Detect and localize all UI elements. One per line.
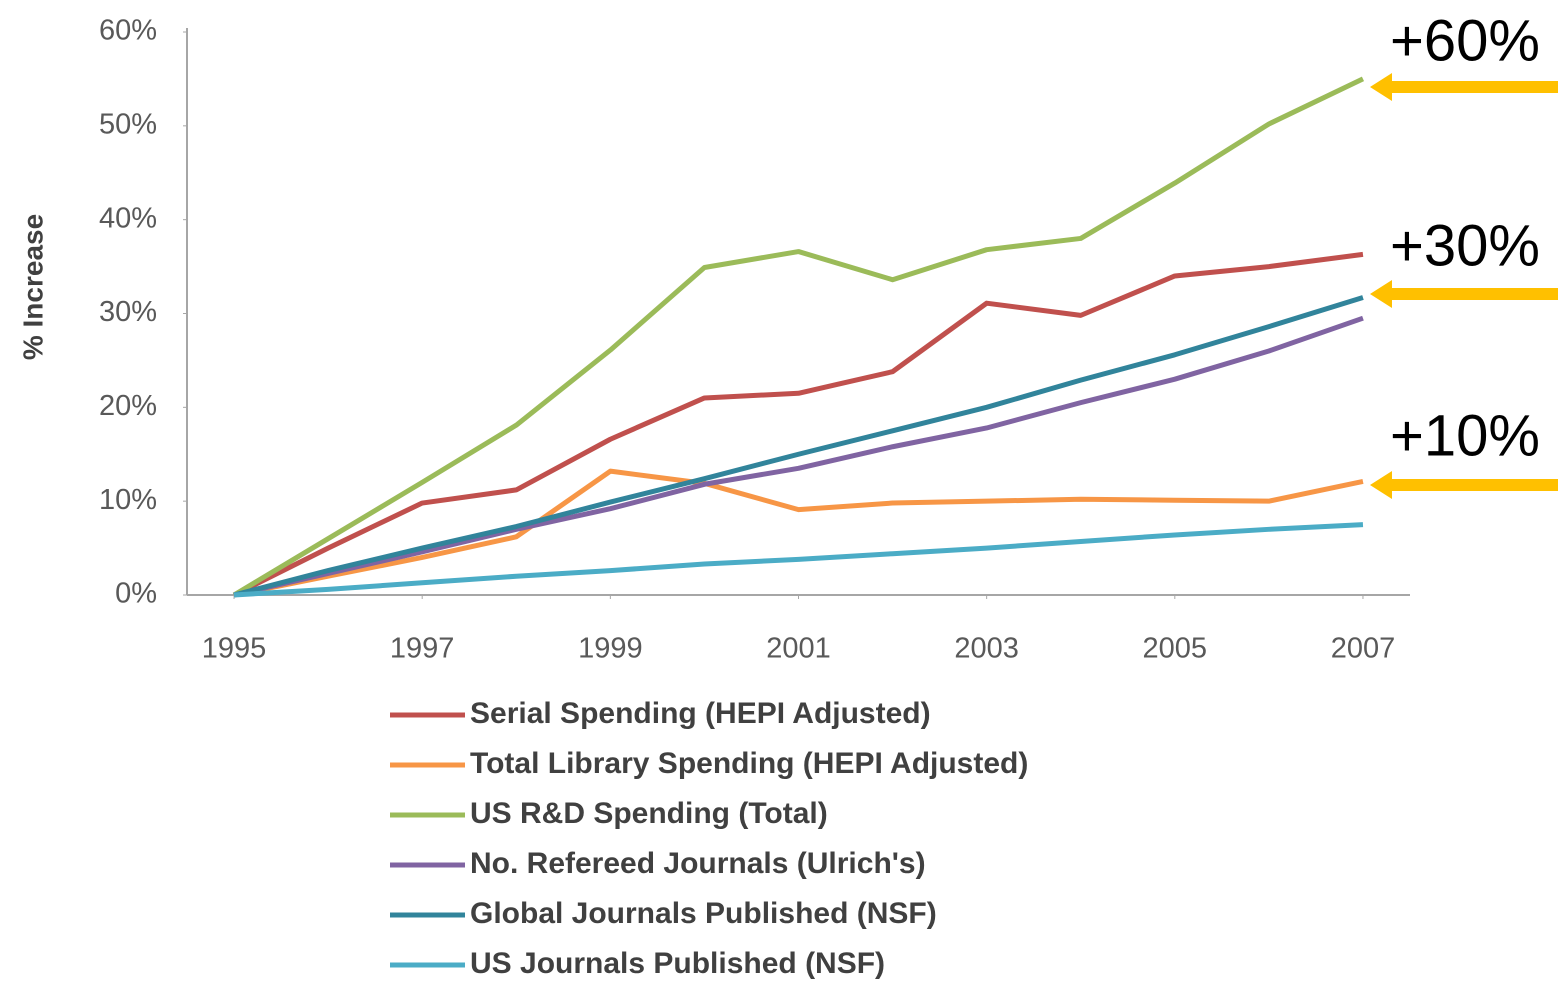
x-tick-label: 2005: [1143, 633, 1208, 665]
y-tick-label: 0%: [115, 578, 157, 610]
x-tick-label: 2001: [766, 633, 831, 665]
y-tick-label: 40%: [99, 202, 157, 234]
series-line: [232, 251, 1364, 598]
annotation-arrow: [1370, 280, 1558, 308]
y-tick-label: 30%: [99, 296, 157, 328]
y-axis-label: % Increase: [17, 214, 48, 360]
legend-label: US R&D Spending (Total): [470, 797, 828, 830]
x-tick-label: 1997: [390, 633, 455, 665]
annotation-arrow: [1370, 73, 1558, 101]
series-line: [232, 76, 1365, 598]
x-tick-label: 1999: [578, 633, 643, 665]
annotation-arrow: [1370, 471, 1558, 499]
series-line: [233, 522, 1364, 598]
legend-label: Global Journals Published (NSF): [470, 897, 937, 930]
legend-label: Total Library Spending (HEPI Adjusted): [470, 747, 1028, 780]
series-line: [233, 295, 1364, 598]
x-tick-label: 2007: [1331, 633, 1396, 665]
series-line: [233, 315, 1364, 598]
y-tick-label: 50%: [99, 108, 157, 140]
legend-label: US Journals Published (NSF): [470, 947, 885, 980]
annotation: +60%: [1390, 8, 1540, 73]
y-tick-label: 10%: [99, 484, 157, 516]
y-tick-label: 60%: [99, 15, 157, 47]
annotation: +10%: [1390, 403, 1540, 468]
series-line: [233, 468, 1364, 598]
legend-label: Serial Spending (HEPI Adjusted): [470, 697, 931, 730]
annotation: +30%: [1390, 213, 1540, 278]
y-tick-label: 20%: [99, 390, 157, 422]
x-tick-label: 2003: [954, 633, 1019, 665]
legend-label: No. Refereed Journals (Ulrich's): [470, 847, 926, 880]
x-tick-label: 1995: [202, 633, 267, 665]
